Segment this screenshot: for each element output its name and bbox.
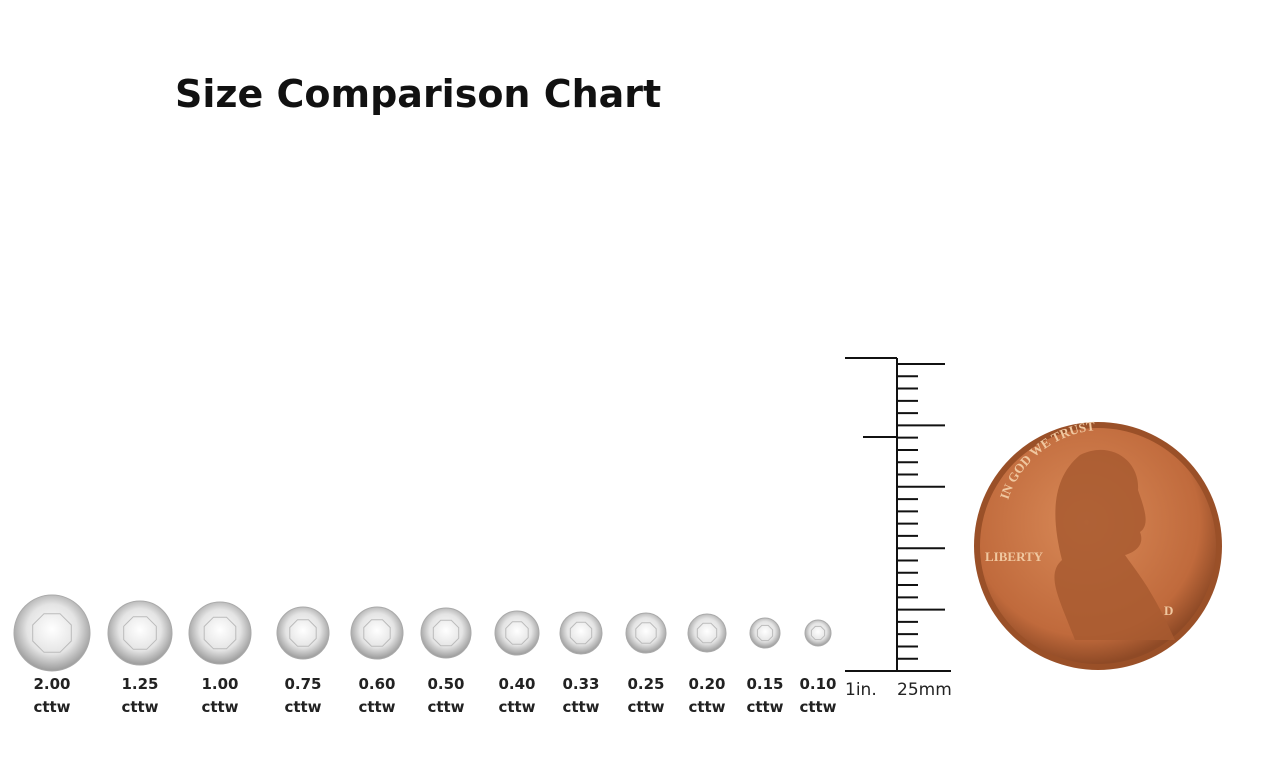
diamond-table <box>432 619 460 647</box>
diamond-table <box>123 616 157 650</box>
unit-label: cttw <box>201 698 238 716</box>
unit-label: cttw <box>746 698 783 716</box>
coin-mint: D <box>1164 603 1173 618</box>
unit-label: cttw <box>688 698 725 716</box>
diamond-table <box>203 616 237 650</box>
carat-label: 0.40 <box>498 675 535 693</box>
carat-label: 0.33 <box>562 675 599 693</box>
title: Size Comparison Chart <box>175 72 661 116</box>
carat-label: 2.00 <box>33 675 70 693</box>
diamond <box>107 600 173 666</box>
carat-label: 0.60 <box>358 675 395 693</box>
diamond <box>494 610 540 656</box>
diamond-table <box>505 621 529 645</box>
carat-label: 0.75 <box>284 675 321 693</box>
carat-label: 1.00 <box>201 675 238 693</box>
diamond-table <box>289 619 317 647</box>
unit-label: cttw <box>33 698 70 716</box>
penny: IN GOD WE TRUST LIBERTY D <box>974 418 1222 670</box>
carat-label: 0.15 <box>746 675 783 693</box>
diamond <box>687 613 727 653</box>
mm-label: 25mm <box>897 680 952 700</box>
diamond-table <box>635 622 657 644</box>
carat-label: 0.50 <box>427 675 464 693</box>
diamond-table <box>810 625 826 641</box>
diamond <box>625 612 667 654</box>
diamond-table <box>363 619 391 647</box>
unit-label: cttw <box>562 698 599 716</box>
diamond <box>188 601 252 665</box>
diamond-table <box>696 622 718 644</box>
carat-label: 0.25 <box>627 675 664 693</box>
unit-label: cttw <box>427 698 464 716</box>
unit-label: cttw <box>284 698 321 716</box>
carat-label: 1.25 <box>121 675 158 693</box>
unit-label: cttw <box>799 698 836 716</box>
carat-label: 0.20 <box>688 675 725 693</box>
diamond <box>804 619 832 647</box>
diamond-table <box>569 621 593 645</box>
diamond <box>350 606 404 660</box>
diamond <box>749 617 781 649</box>
coin-liberty: LIBERTY <box>985 549 1044 564</box>
diamond <box>559 611 603 655</box>
carat-label: 0.10 <box>799 675 836 693</box>
diamond-table <box>32 613 72 653</box>
unit-label: cttw <box>358 698 395 716</box>
diamond-table <box>756 624 774 642</box>
diamond <box>13 594 91 672</box>
unit-label: cttw <box>121 698 158 716</box>
inch-label: 1in. <box>845 680 877 700</box>
coin-portrait <box>1054 449 1175 640</box>
diamond <box>420 607 472 659</box>
unit-label: cttw <box>498 698 535 716</box>
diamond <box>276 606 330 660</box>
diamond-row: 2.00 cttw 1.25 cttw 1.00 cttw 0.75 cttw 0.60 cttw… <box>13 594 837 716</box>
unit-label: cttw <box>627 698 664 716</box>
ruler <box>845 357 951 672</box>
